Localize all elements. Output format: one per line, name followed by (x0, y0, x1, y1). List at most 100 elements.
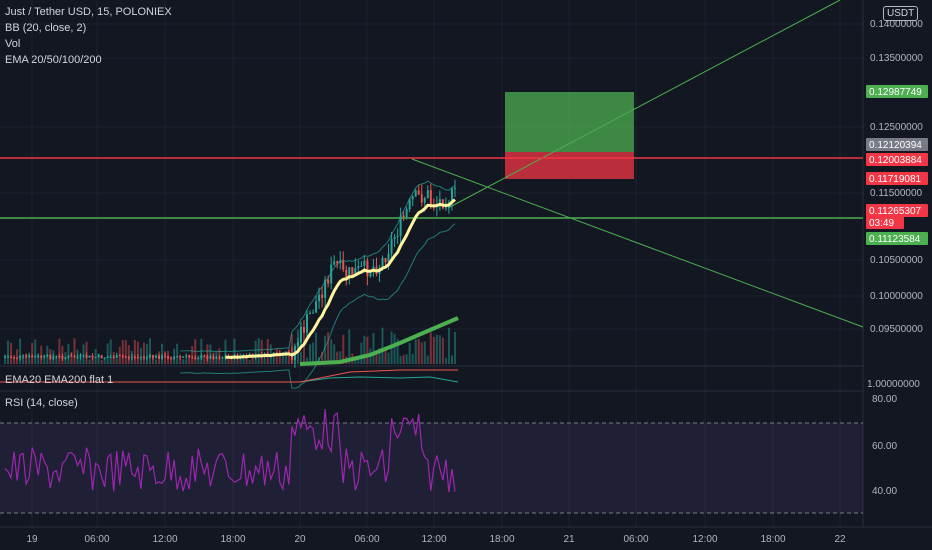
volume-bar (10, 342, 13, 364)
candle-body (145, 357, 148, 359)
candle-body (426, 190, 429, 198)
candle-body (88, 355, 91, 358)
candle-body (167, 356, 170, 359)
volume-bar (100, 359, 103, 364)
volume-bar (260, 339, 263, 364)
candle-body (94, 356, 97, 358)
volume-bar (275, 348, 278, 364)
rsi-pane-label[interactable]: RSI (14, close) (5, 397, 78, 409)
price-tags: 0.12987749 0.12120394 0.12003884 0.11719081… (866, 85, 928, 245)
candle-body (369, 271, 372, 277)
price-tick-label: 0.13500000 (870, 53, 923, 64)
long-position-profit-zone[interactable] (505, 92, 634, 152)
volume-bar (82, 344, 85, 364)
price-axis[interactable]: 0.14000000 0.13500000 0.12500000 0.11500000… (870, 19, 923, 335)
descending-trendline[interactable] (411, 158, 864, 328)
candle-body (299, 326, 302, 343)
currency-button[interactable]: USDT (883, 6, 919, 21)
ema-flat-pane (0, 369, 459, 383)
time-label: 12:00 (152, 534, 177, 545)
volume-bar (372, 333, 375, 364)
candle-body (393, 236, 396, 240)
volume-bar (194, 339, 197, 364)
volume-bar (411, 353, 414, 364)
volume-bar (248, 359, 251, 364)
volume-bar (13, 354, 16, 364)
volume-bar (142, 342, 145, 364)
price-tag-label: 0.12120394 (869, 140, 922, 151)
candle-body (151, 355, 154, 358)
candle-body (381, 257, 384, 268)
volume-bar (423, 341, 426, 364)
candlesticks (4, 179, 456, 368)
candle-body (31, 355, 34, 358)
ascending-trendline[interactable] (447, 0, 841, 209)
volume-bar (209, 344, 212, 364)
volume-bar (284, 350, 287, 364)
volume-bar (324, 335, 327, 364)
volume-bar (299, 352, 302, 364)
volume-bar (151, 356, 154, 364)
candle-body (318, 294, 321, 302)
indicator-vol-label[interactable]: Vol (5, 38, 21, 50)
candle-body (408, 199, 411, 210)
candle-body (52, 356, 55, 359)
ema-fast-line (225, 198, 456, 360)
candle-body (224, 356, 227, 358)
candle-body (25, 355, 28, 357)
candle-body (450, 188, 453, 203)
symbol-title[interactable]: Just / Tether USD, 15, POLONIEX (5, 6, 172, 18)
volume-bar (321, 351, 324, 364)
volume-bar (318, 357, 321, 364)
volume-bar (7, 340, 10, 364)
candle-body (194, 357, 197, 359)
volume-bar (315, 332, 318, 364)
candle-body (429, 190, 432, 208)
volume-bar (438, 335, 441, 364)
volume-bar (444, 357, 447, 364)
candle-body (396, 235, 399, 237)
candle-body (405, 209, 408, 218)
price-tick-label: 0.09500000 (870, 324, 923, 335)
volume-bar (375, 353, 378, 364)
candle-body (417, 190, 420, 195)
volume-bar (188, 354, 191, 364)
price-tag-label: 0.12987749 (869, 87, 922, 98)
volume-bar (302, 334, 305, 364)
volume-bar (176, 343, 179, 364)
long-position-stop-zone[interactable] (505, 152, 634, 179)
volume-bar (91, 356, 94, 364)
rsi-tick-label: 40.00 (872, 486, 897, 497)
bb-upper (180, 180, 456, 353)
candle-body (10, 356, 13, 358)
indicator-bb-label[interactable]: BB (20, close, 2) (5, 22, 87, 34)
ema-pane-value: 1.00000000 (867, 379, 920, 390)
candle-body (312, 312, 315, 314)
candle-body (399, 215, 402, 236)
candle-body (414, 190, 417, 197)
volume-bar (124, 340, 127, 364)
volume-bar (339, 351, 342, 364)
bollinger-bands (180, 180, 456, 389)
ema-pane-label[interactable]: EMA20 EMA200 flat 1 (5, 374, 114, 386)
candle-body (209, 356, 212, 359)
candle-body (363, 260, 366, 266)
volume-bar (336, 351, 339, 364)
time-label: 12:00 (421, 534, 446, 545)
candle-body (100, 355, 103, 359)
ema-lines (225, 198, 459, 366)
candle-body (4, 356, 6, 358)
candle-body (336, 261, 339, 264)
candle-body (118, 355, 121, 357)
volume-bar (402, 354, 405, 364)
volume-bar (432, 336, 435, 364)
indicator-ema-label[interactable]: EMA 20/50/100/200 (5, 54, 102, 66)
volume-bar (25, 353, 28, 364)
volume-bar (133, 339, 136, 364)
volume-bar (278, 352, 281, 364)
candle-body (73, 356, 76, 358)
candle-body (212, 356, 215, 359)
time-axis[interactable]: 19 06:00 12:00 18:00 20 06:00 12:00 18:00 21 06:0… (26, 534, 846, 545)
volume-bar (363, 335, 366, 364)
